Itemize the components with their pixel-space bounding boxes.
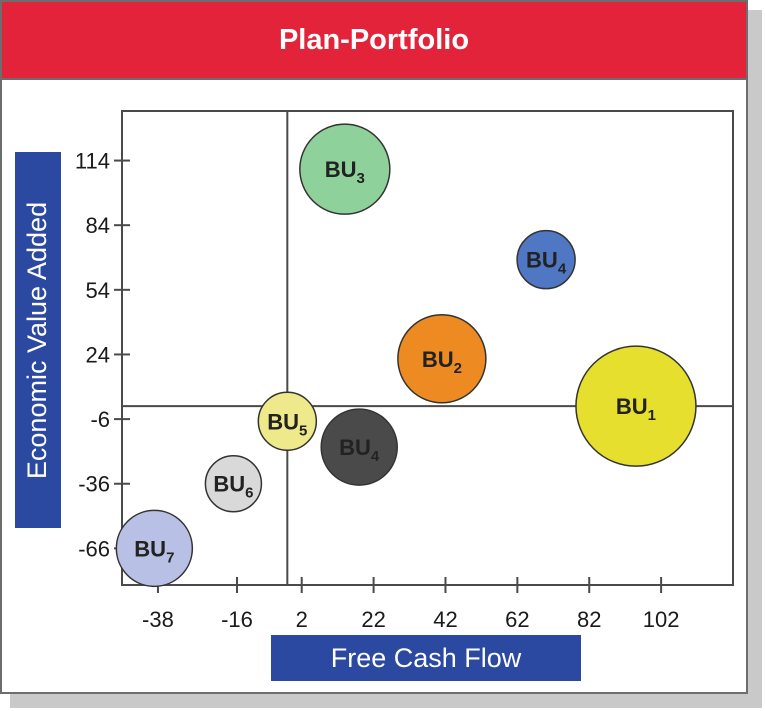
bubble-bu5 [257,391,318,452]
bubble-label: BU5 [267,409,307,439]
bubble-label: BU6 [213,472,253,502]
chart-title: Plan-Portfolio [2,2,746,80]
bubble-bu4 [516,229,576,290]
y-tick-label: 114 [75,149,110,174]
bubble-label: BU3 [325,157,365,187]
plot-frame [121,110,734,586]
bubble-bu7 [115,509,194,588]
x-tick-label: 42 [433,607,457,632]
bubble-bu1 [575,345,697,467]
x-tick-label: 22 [361,607,385,632]
bubble-label: BU2 [422,347,462,377]
bubble-label: BU1 [616,394,656,424]
bubble-bu2 [397,314,487,404]
x-tick-label: 62 [505,607,529,632]
y-tick-label: 24 [86,342,110,367]
bubble-label: BU7 [134,536,174,566]
y-tick-label: -36 [78,472,110,497]
y-axis-label-box: Economic Value Added [15,152,61,528]
x-tick-label: 2 [296,607,308,632]
y-tick-label: 54 [86,278,110,303]
x-tick-label: -38 [142,607,174,632]
bubble-bu3 [299,123,391,215]
y-tick-label: -6 [90,407,110,432]
bubble-label: BU4 [339,435,380,465]
y-axis-label: Economic Value Added [22,201,53,479]
x-tick-label: 102 [643,607,680,632]
x-axis-label: Free Cash Flow [271,635,581,681]
x-tick-label: 82 [577,607,601,632]
bubble-bu4 [320,408,398,486]
bubble-bu6 [204,454,263,513]
bubble-label: BU4 [526,248,567,278]
y-tick-label: 84 [86,213,110,238]
y-tick-label: -66 [78,536,110,561]
x-tick-label: -16 [221,607,253,632]
